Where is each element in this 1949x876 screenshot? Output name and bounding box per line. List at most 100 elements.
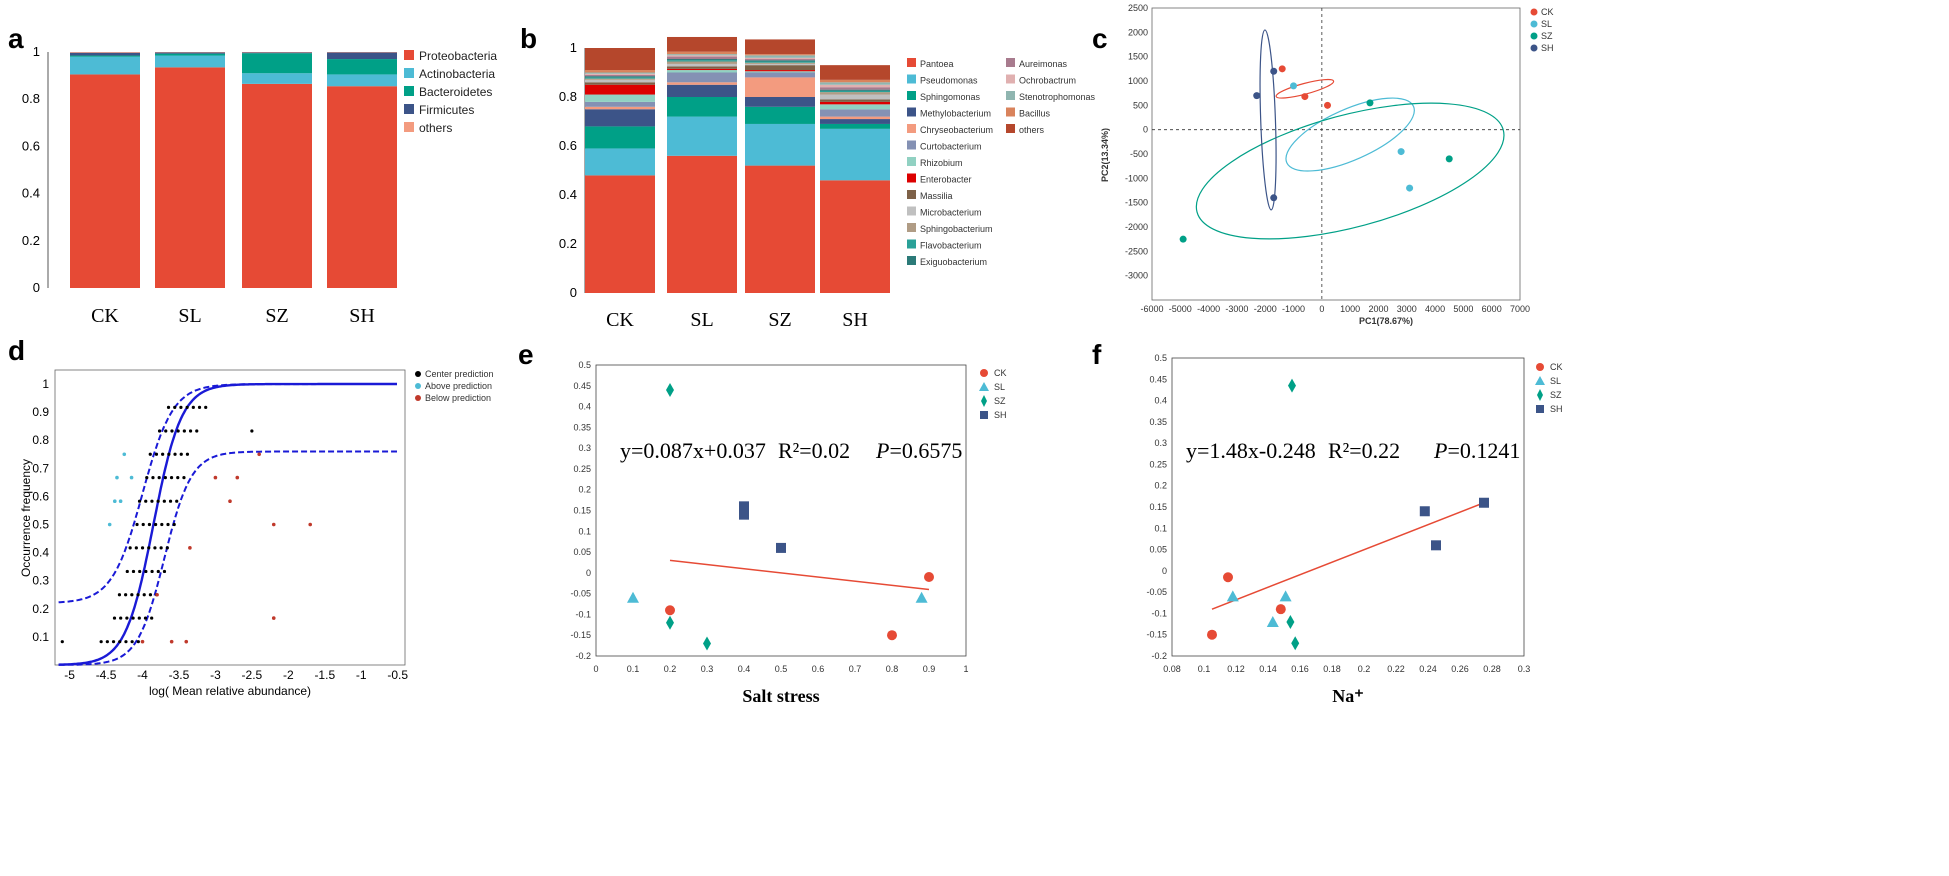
point-below-prediction [184,639,189,644]
bar-segment-curtobacterium [820,109,890,117]
point-center-prediction [156,499,160,503]
y-tick-label: 0.8 [559,89,577,104]
point-below-prediction [308,522,313,527]
point-above-prediction [129,475,134,480]
bar-segment-chryseobacterium [667,82,737,85]
point-center-prediction [130,640,134,644]
bar-segment-firmicutes [155,52,225,54]
point-center-prediction [147,546,151,550]
point-sz [1291,636,1300,651]
legend-swatch [1006,107,1015,117]
x-tick-label: -1 [356,668,367,682]
y-tick-label: -500 [1130,149,1148,159]
point-below-prediction [257,452,261,457]
point-center-prediction [144,569,148,574]
y-tick-label: 0.4 [1154,396,1167,406]
p-value: P=0.6575 [875,438,962,463]
point-center-prediction [131,569,136,574]
legend-label: Ochrobactrum [1019,76,1076,86]
bar-segment-exiguobacterium [745,60,815,62]
x-tick-label: 0.7 [849,664,862,674]
point-center-prediction [125,569,129,574]
bar-segment-chryseobacterium [745,77,815,97]
point-sz [1286,614,1295,629]
point-center-prediction [162,499,166,503]
point-below-prediction [169,639,174,644]
bar-segment-methylobacterium [667,84,737,97]
x-tick-label: 0.1 [627,664,640,674]
point-center-prediction [179,405,183,409]
y-tick-label: 0 [570,285,577,300]
point-center-prediction [175,499,179,503]
bar-segment-microbacterium [820,94,890,100]
point-center-prediction [136,593,140,597]
bar-segment-enterobacter [667,68,737,71]
legend-swatch [1006,58,1015,67]
legend-swatch [907,107,916,117]
y-tick-label: 0.3 [32,574,49,588]
point-below-prediction [188,546,192,550]
point-center-prediction [150,569,154,574]
bar-segment-actinobacteria [242,73,312,84]
y-tick-label: -0.05 [570,589,591,599]
panel-d: -5 -4.5 -4 -3.5 -3 -2.5 -2 -1.5 -1 -0.5 0.1 0.2 0.3 0… [19,369,494,698]
bar-segment-bacteroidetes [70,55,140,57]
regression-line [669,559,930,591]
panel-label-f: f [1092,339,1102,370]
legend-label: others [419,121,452,135]
legend-label: Proteobacteria [419,49,497,63]
bar-segment-ochrobactrum [820,84,890,88]
point-center-prediction [117,593,122,597]
legend-marker [980,411,988,419]
point-sh [1431,540,1441,551]
legend-label: Bacillus [1019,109,1051,119]
point-center-prediction [161,452,165,456]
legend-swatch [404,104,414,114]
x-tick-label: 0.5 [775,664,788,674]
legend-marker [415,395,421,401]
x-tick-label: 0.3 [701,664,714,674]
bar-segment-sphingobacterium [820,92,890,95]
x-tick-label: 0.08 [1163,664,1181,674]
bar-segment-methylobacterium [585,109,655,127]
y-tick-label: 0.5 [32,518,49,532]
bar-segment-pseudomonas [745,123,815,166]
point-center-prediction [154,522,158,527]
bar-segment-methylobacterium [745,97,815,107]
x-tick-label: 6000 [1482,304,1502,314]
point-sh [776,542,786,553]
point-ck [1223,572,1233,583]
y-tick-label: 0.5 [578,360,591,370]
y-tick-label: 0 [33,280,40,295]
panel-a: 0 0.2 0.4 0.6 0.8 1 CK SL SZ SH Proteobacteria Acti… [22,44,497,327]
bar-segment-firmicutes [70,52,140,56]
point-center-prediction [151,476,155,480]
bar-segment-aureimonas [745,59,815,61]
point-ck [1301,93,1309,101]
y-tick-label: -0.1 [1151,608,1167,618]
bar-segment-stenotrophomonas [745,55,815,58]
bar-segment-others [745,39,815,55]
legend-marker [981,395,987,407]
point-sh [1253,92,1261,100]
legend-label: SH [1541,43,1554,53]
y-tick-label: 0.8 [32,433,49,447]
legend-marker [979,382,989,391]
legend-marker [1530,8,1538,16]
point-center-prediction [197,405,202,409]
point-sz [1366,99,1374,107]
point-sl [1279,590,1292,602]
legend-label: Microbacterium [920,208,982,218]
x-tick-label: -5 [64,668,75,682]
bar-segment-actinobacteria [327,74,397,87]
bar-segment-proteobacteria [327,86,397,288]
y-tick-label: 0.6 [559,138,577,153]
legend-swatch [907,91,916,100]
x-axis-title: Salt stress [742,686,819,706]
point-center-prediction [176,476,180,480]
legend-label: Stenotrophomonas [1019,92,1096,102]
y-tick-label: 0.6 [32,489,49,503]
point-below-prediction [155,592,159,597]
legend-swatch [404,50,414,60]
bar-segment-flavobacterium [820,90,890,93]
